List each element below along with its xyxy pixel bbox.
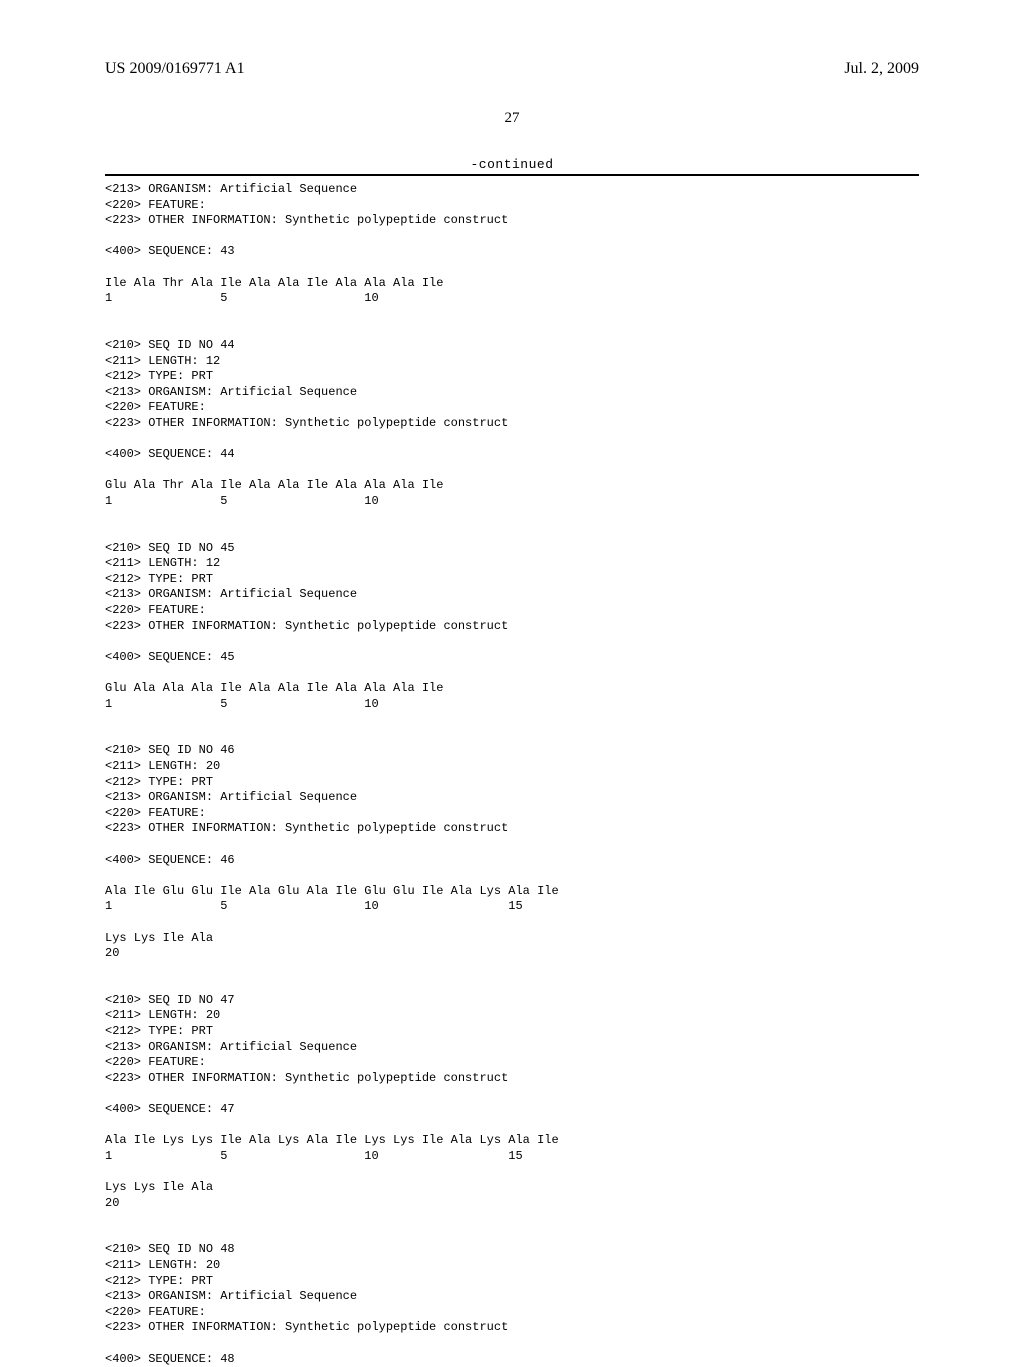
sequence-listing: <213> ORGANISM: Artificial Sequence <220… — [105, 182, 919, 1367]
page-header: US 2009/0169771 A1 Jul. 2, 2009 — [105, 60, 919, 78]
publication-number: US 2009/0169771 A1 — [105, 60, 245, 78]
publication-date: Jul. 2, 2009 — [844, 60, 919, 78]
continued-label: -continued — [105, 157, 919, 172]
section-divider — [105, 174, 919, 176]
document-page: US 2009/0169771 A1 Jul. 2, 2009 27 -cont… — [0, 0, 1024, 1320]
page-number: 27 — [105, 110, 919, 127]
